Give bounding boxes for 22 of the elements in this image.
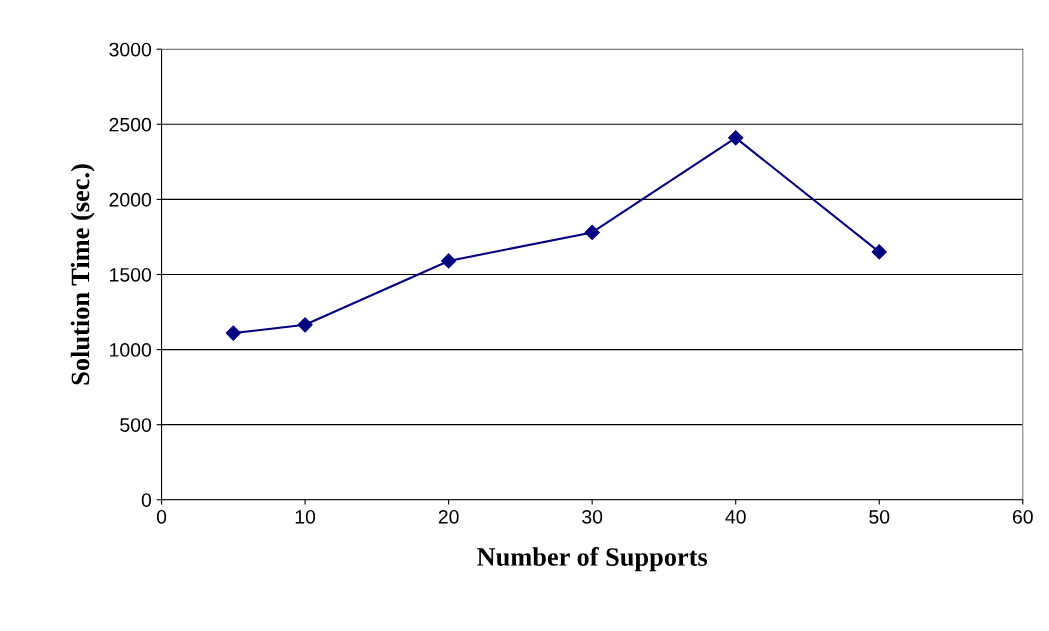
point — [728, 130, 744, 146]
y-tick-label: 2000 — [109, 192, 152, 207]
point — [871, 244, 887, 260]
y-tick-label: 1500 — [110, 267, 152, 282]
point — [584, 224, 600, 241]
x-axis-title: Number of Supports — [477, 547, 708, 572]
x-tick-label: 40 — [725, 509, 746, 524]
point — [225, 325, 241, 341]
point — [297, 317, 313, 333]
y-axis-title: Solution Time (sec.) — [70, 164, 95, 385]
x-tick-label: 10 — [295, 509, 316, 524]
x-tick-label: 0 — [156, 509, 167, 524]
x-tick-label: 30 — [582, 509, 603, 524]
point — [441, 253, 457, 269]
y-tick-label: 1000 — [110, 343, 152, 357]
y-tick-label: 500 — [120, 418, 152, 432]
x-tick-label: 50 — [869, 509, 890, 524]
y-tick-label: 3000 — [109, 42, 152, 57]
y-tick-label: 0 — [141, 493, 152, 507]
x-tick-label: 20 — [438, 509, 459, 524]
x-tick-label: 60 — [1012, 509, 1033, 524]
y-tick-label: 2500 — [109, 117, 152, 132]
